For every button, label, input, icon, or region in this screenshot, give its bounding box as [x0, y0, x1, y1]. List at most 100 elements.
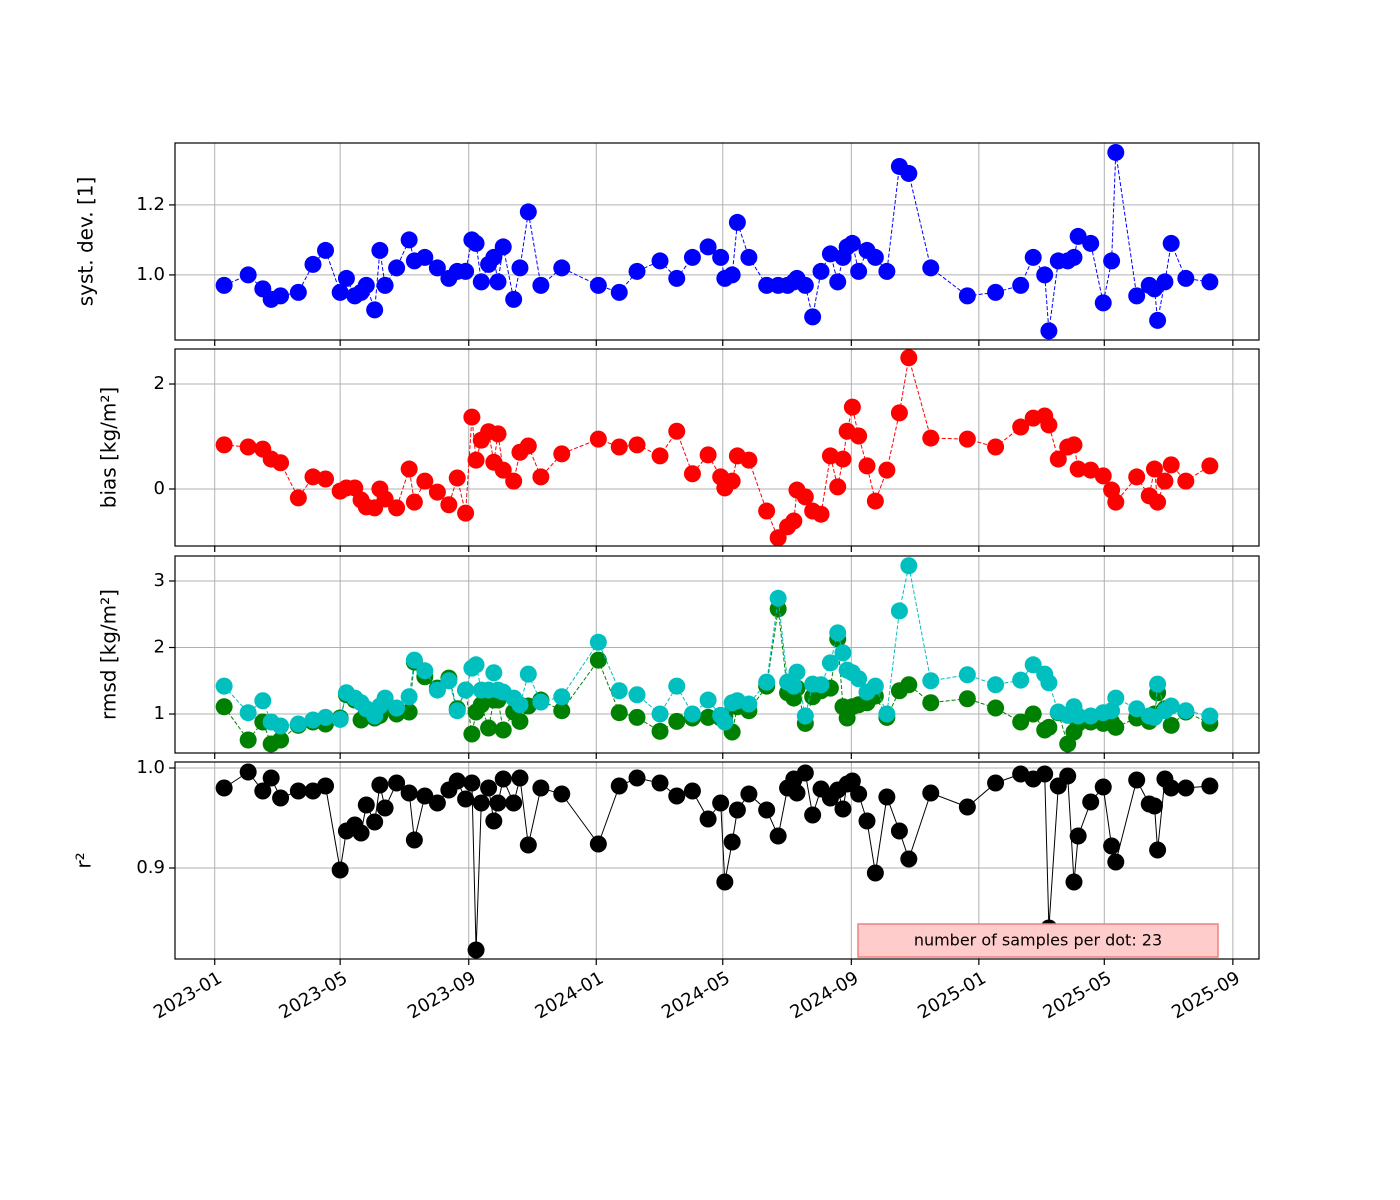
data-point	[900, 164, 918, 182]
data-point	[388, 699, 406, 717]
data-point	[304, 255, 322, 273]
data-point	[337, 269, 355, 287]
data-point	[922, 259, 940, 277]
data-point	[1040, 416, 1058, 434]
data-point	[788, 784, 806, 802]
data-point	[511, 712, 529, 730]
data-point	[785, 677, 803, 695]
data-point	[505, 794, 523, 812]
data-point	[858, 457, 876, 475]
data-point	[1201, 273, 1219, 291]
data-point	[428, 681, 446, 699]
data-point	[922, 784, 940, 802]
data-point	[457, 262, 475, 280]
data-point	[239, 704, 257, 722]
data-point	[505, 290, 523, 308]
data-point	[796, 276, 814, 294]
data-point	[331, 710, 349, 728]
data-point	[1024, 656, 1042, 674]
data-point	[788, 663, 806, 681]
data-point	[376, 689, 394, 707]
data-point	[843, 398, 861, 416]
data-point	[1094, 294, 1112, 312]
data-point	[1082, 234, 1100, 252]
data-point	[463, 725, 481, 743]
data-point	[834, 800, 852, 818]
data-point	[331, 283, 349, 301]
data-point	[1177, 269, 1195, 287]
data-point	[890, 822, 908, 840]
data-point	[519, 203, 537, 221]
data-point	[317, 470, 335, 488]
data-point	[699, 238, 717, 256]
data-point	[628, 769, 646, 787]
data-point	[1082, 793, 1100, 811]
data-point	[1201, 777, 1219, 795]
data-point	[1040, 718, 1058, 736]
data-point	[651, 447, 669, 465]
x-tick-label: 2025-01	[914, 967, 990, 1023]
data-point	[683, 782, 701, 800]
data-point	[1065, 436, 1083, 454]
data-point	[1149, 841, 1167, 859]
data-point	[723, 266, 741, 284]
axes-frame	[174, 555, 1260, 754]
data-point	[1156, 273, 1174, 291]
axes-frame	[174, 142, 1260, 341]
data-point	[553, 445, 571, 463]
data-point	[511, 696, 529, 714]
data-point	[519, 665, 537, 683]
data-point	[416, 787, 434, 805]
data-point	[1149, 493, 1167, 511]
y-tick-label: 0	[154, 478, 165, 499]
axes-frame	[174, 761, 1260, 960]
data-point	[1177, 702, 1195, 720]
data-point	[1201, 707, 1219, 725]
data-point	[878, 262, 896, 280]
data-point	[1107, 143, 1125, 161]
data-point	[1059, 767, 1077, 785]
data-point	[958, 666, 976, 684]
data-point	[858, 812, 876, 830]
data-point	[723, 833, 741, 851]
data-point	[834, 450, 852, 468]
data-point	[829, 478, 847, 496]
data-point	[400, 231, 418, 249]
data-point	[272, 789, 290, 807]
data-point	[494, 721, 512, 739]
data-point	[1177, 472, 1195, 490]
data-point	[448, 702, 466, 720]
data-point	[712, 248, 730, 266]
data-point	[843, 234, 861, 252]
x-tick-label: 2023-05	[276, 967, 352, 1023]
data-point	[1103, 837, 1121, 855]
x-tick-label: 2025-09	[1168, 967, 1244, 1023]
data-point	[289, 715, 307, 733]
data-point	[804, 806, 822, 824]
data-point	[1012, 418, 1030, 436]
annotation-box	[857, 923, 1219, 958]
data-point	[357, 276, 375, 294]
data-point	[728, 801, 746, 819]
data-point	[1069, 227, 1087, 245]
data-point	[505, 472, 523, 490]
data-point	[668, 787, 686, 805]
data-point	[699, 691, 717, 709]
data-point	[428, 794, 446, 812]
data-point	[850, 670, 868, 688]
data-point	[494, 770, 512, 788]
data-point	[1162, 456, 1180, 474]
data-point	[376, 490, 394, 508]
data-point	[628, 262, 646, 280]
data-point	[740, 248, 758, 266]
data-point	[472, 794, 490, 812]
data-point	[215, 698, 233, 716]
data-point	[272, 731, 290, 749]
data-point	[589, 633, 607, 651]
data-point	[494, 238, 512, 256]
data-point	[1065, 248, 1083, 266]
y-tick-label: 1.2	[136, 194, 165, 215]
data-point	[553, 785, 571, 803]
data-point	[467, 656, 485, 674]
